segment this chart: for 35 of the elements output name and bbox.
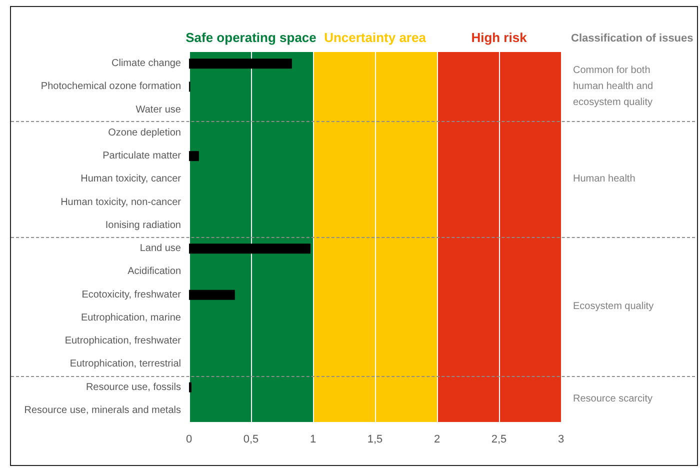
y-tick-label: Eutrophication, terrestrial bbox=[70, 358, 181, 370]
bar bbox=[189, 58, 292, 69]
text: Resource scarcity bbox=[573, 393, 652, 404]
text: Ecosystem quality bbox=[573, 300, 654, 312]
y-tick-label: Ozone depletion bbox=[108, 127, 181, 138]
x-tick-label: 2 bbox=[434, 434, 440, 446]
y-tick-label: Human toxicity, cancer bbox=[80, 174, 182, 185]
x-tick-label: 1 bbox=[310, 434, 316, 446]
band-label: High risk bbox=[471, 30, 528, 45]
x-tick-label: 0,5 bbox=[243, 434, 259, 446]
y-tick-label: Resource use, minerals and metals bbox=[24, 404, 181, 416]
x-tick-label: 1,5 bbox=[367, 434, 383, 446]
y-tick-label: Land use bbox=[140, 243, 182, 254]
y-tick-label: Eutrophication, freshwater bbox=[64, 336, 182, 347]
band-label: Safe operating space bbox=[186, 30, 316, 45]
y-tick-label: Ionising radiation bbox=[105, 220, 181, 231]
x-tick-label: 0 bbox=[186, 434, 192, 446]
y-tick-label: Water use bbox=[136, 104, 182, 116]
text: Classification of issues bbox=[571, 32, 694, 44]
y-tick-label: Particulate matter bbox=[102, 150, 182, 162]
y-tick-label: Photochemical ozone formation bbox=[40, 81, 181, 92]
bar bbox=[189, 151, 199, 162]
text: Human health bbox=[573, 174, 636, 185]
bar bbox=[189, 290, 235, 300]
bar bbox=[189, 244, 311, 254]
y-tick-label: Resource use, fossils bbox=[86, 382, 181, 393]
y-tick-label: Climate change bbox=[112, 58, 182, 70]
text: Common for both human health and ecosystem quality bbox=[573, 65, 656, 108]
x-tick-label: 3 bbox=[558, 434, 564, 446]
y-tick-label: Ecotoxicity, freshwater bbox=[82, 289, 182, 300]
band-label: Uncertainty area bbox=[324, 30, 427, 45]
y-tick-label: Human toxicity, non-cancer bbox=[60, 196, 182, 208]
x-tick-label: 2,5 bbox=[491, 434, 507, 446]
y-tick-label: Acidification bbox=[128, 266, 181, 278]
y-tick-label: Eutrophication, marine bbox=[80, 312, 182, 324]
